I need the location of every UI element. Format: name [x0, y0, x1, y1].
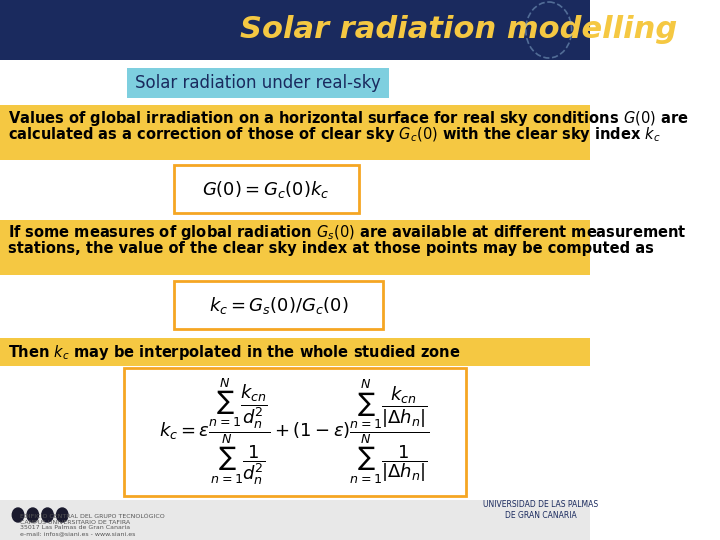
- Text: If some measures of global radiation $G_s(0)$ are available at different measure: If some measures of global radiation $G_…: [8, 224, 687, 242]
- FancyBboxPatch shape: [174, 281, 383, 329]
- Text: stations, the value of the clear sky index at those points may be computed as: stations, the value of the clear sky ind…: [8, 241, 654, 256]
- FancyBboxPatch shape: [127, 68, 389, 98]
- Circle shape: [27, 508, 38, 522]
- FancyBboxPatch shape: [0, 500, 590, 540]
- Text: $k_c = G_s(0)/G_c(0)$: $k_c = G_s(0)/G_c(0)$: [209, 294, 348, 315]
- FancyBboxPatch shape: [0, 105, 590, 160]
- Text: calculated as a correction of those of clear sky $G_c(0)$ with the clear sky ind: calculated as a correction of those of c…: [8, 125, 661, 144]
- Text: UNIVERSIDAD DE LAS PALMAS
DE GRAN CANARIA: UNIVERSIDAD DE LAS PALMAS DE GRAN CANARI…: [483, 500, 598, 519]
- Text: $k_c = \varepsilon\dfrac{\sum_{n=1}^{N}\dfrac{k_{cn}}{d_n^2}}{\sum_{n=1}^{N}\dfr: $k_c = \varepsilon\dfrac{\sum_{n=1}^{N}\…: [159, 376, 431, 488]
- FancyBboxPatch shape: [174, 165, 359, 213]
- Text: $G(0) = G_c(0)k_c$: $G(0) = G_c(0)k_c$: [202, 179, 330, 199]
- Text: Solar radiation under real-sky: Solar radiation under real-sky: [135, 74, 381, 92]
- Circle shape: [12, 508, 24, 522]
- Text: EDIFICIO CENTRAL DEL GRUPO TECNOLÓGICO
CAMPUS UNIVERSITARIO DE TAFIRA
35017 Las : EDIFICIO CENTRAL DEL GRUPO TECNOLÓGICO C…: [20, 514, 165, 536]
- FancyBboxPatch shape: [0, 220, 590, 275]
- FancyBboxPatch shape: [0, 0, 590, 60]
- Circle shape: [56, 508, 68, 522]
- Text: Then $k_c$ may be interpolated in the whole studied zone: Then $k_c$ may be interpolated in the wh…: [8, 342, 461, 361]
- FancyBboxPatch shape: [0, 338, 590, 366]
- Text: Solar radiation modelling: Solar radiation modelling: [240, 16, 678, 44]
- FancyBboxPatch shape: [124, 368, 466, 496]
- Circle shape: [42, 508, 53, 522]
- Text: Values of global irradiation on a horizontal surface for real sky conditions $G(: Values of global irradiation on a horizo…: [8, 109, 689, 127]
